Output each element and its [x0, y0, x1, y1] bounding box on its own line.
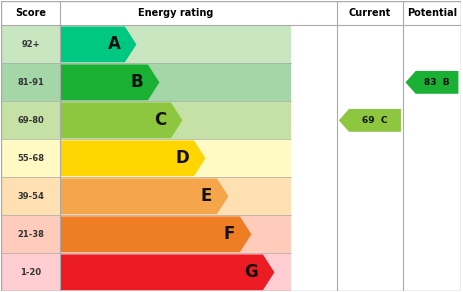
Text: Current: Current — [348, 8, 390, 18]
Bar — [0, 139, 290, 177]
Text: Energy rating: Energy rating — [138, 8, 213, 18]
Polygon shape — [60, 216, 251, 252]
Text: 55-68: 55-68 — [17, 154, 44, 163]
Text: Score: Score — [15, 8, 46, 18]
Text: 83  B: 83 B — [423, 78, 449, 87]
Text: 92+: 92+ — [21, 40, 40, 49]
Bar — [0, 101, 290, 139]
Text: A: A — [107, 35, 120, 53]
Bar — [0, 63, 290, 101]
Polygon shape — [60, 140, 205, 176]
Text: 39-54: 39-54 — [17, 192, 44, 201]
Text: F: F — [224, 225, 235, 243]
Bar — [0, 25, 290, 63]
Bar — [0, 215, 290, 253]
Polygon shape — [60, 178, 228, 214]
Text: 1-20: 1-20 — [20, 268, 41, 277]
Bar — [0, 177, 290, 215]
Polygon shape — [60, 27, 136, 62]
Bar — [0, 253, 290, 291]
Text: Potential: Potential — [406, 8, 456, 18]
Text: E: E — [200, 187, 212, 205]
Polygon shape — [60, 254, 274, 290]
Text: B: B — [131, 73, 143, 91]
Text: G: G — [244, 263, 258, 281]
Polygon shape — [60, 102, 182, 138]
Text: 21-38: 21-38 — [17, 230, 44, 239]
Text: C: C — [154, 111, 166, 129]
Text: 81-91: 81-91 — [17, 78, 44, 87]
Text: 69  C: 69 C — [362, 116, 387, 125]
Polygon shape — [60, 65, 159, 100]
Polygon shape — [338, 109, 400, 132]
Text: D: D — [175, 149, 189, 167]
Text: 69-80: 69-80 — [17, 116, 44, 125]
Polygon shape — [405, 71, 457, 94]
